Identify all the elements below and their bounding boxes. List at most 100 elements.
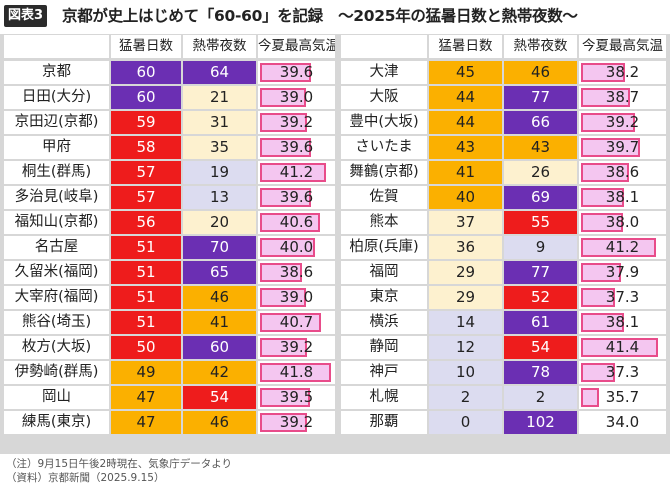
tropical-nights-value: 77 — [504, 86, 577, 109]
table-row: さいたま 43 43 39.7 — [341, 136, 666, 159]
max-temp-cell: 38.6 — [258, 261, 335, 284]
station-name: 横浜 — [341, 311, 427, 334]
station-name: 練馬(東京) — [4, 411, 109, 434]
tropical-nights-value: 46 — [504, 61, 577, 84]
hot-days-value: 44 — [429, 86, 502, 109]
max-temp-bar — [260, 313, 321, 332]
table-row: 名古屋 51 70 40.0 — [4, 236, 335, 259]
table-row: 京都 60 64 39.6 — [4, 61, 335, 84]
hot-days-value: 57 — [111, 186, 181, 209]
max-temp-bar — [260, 388, 310, 407]
header-blank — [341, 35, 427, 58]
max-temp-cell: 39.6 — [258, 136, 335, 159]
table-row: 京田辺(京都) 59 31 39.2 — [4, 111, 335, 134]
max-temp-bar — [260, 263, 302, 282]
table-row: 横浜 14 61 38.1 — [341, 311, 666, 334]
table-row: 神戸 10 78 37.3 — [341, 361, 666, 384]
max-temp-cell: 38.0 — [579, 211, 666, 234]
max-temp-value: 37.9 — [605, 263, 640, 281]
tropical-nights-value: 77 — [504, 261, 577, 284]
max-temp-cell: 39.6 — [258, 61, 335, 84]
hot-days-value: 0 — [429, 411, 502, 434]
table-row: 静岡 12 54 41.4 — [341, 336, 666, 359]
max-temp-value: 39.2 — [605, 113, 640, 131]
max-temp-value: 38.6 — [605, 163, 640, 181]
hot-days-value: 41 — [429, 161, 502, 184]
tropical-nights-value: 21 — [183, 86, 256, 109]
max-temp-bar — [260, 338, 307, 357]
max-temp-cell: 35.7 — [579, 386, 666, 409]
max-temp-value: 39.2 — [279, 413, 314, 431]
tropical-nights-value: 46 — [183, 411, 256, 434]
hot-days-value: 45 — [429, 61, 502, 84]
hot-days-value: 12 — [429, 336, 502, 359]
tropical-nights-value: 35 — [183, 136, 256, 159]
table-row: 伊勢崎(群馬) 49 42 41.8 — [4, 361, 335, 384]
max-temp-value: 39.7 — [605, 138, 640, 156]
figure-badge: 図表3 — [4, 5, 48, 27]
max-temp-cell: 41.2 — [258, 161, 335, 184]
header-row: 猛暑日数 熱帯夜数 今夏最高気温 — [4, 35, 335, 58]
max-temp-cell: 39.2 — [258, 336, 335, 359]
station-name: 多治見(岐阜) — [4, 186, 109, 209]
max-temp-value: 40.7 — [279, 313, 314, 331]
max-temp-bar — [581, 388, 599, 407]
tropical-nights-value: 78 — [504, 361, 577, 384]
table-row: 舞鶴(京都) 41 26 38.6 — [341, 161, 666, 184]
max-temp-cell: 39.2 — [258, 111, 335, 134]
tropical-nights-value: 46 — [183, 286, 256, 309]
max-temp-bar — [260, 163, 326, 182]
tropical-nights-value: 60 — [183, 336, 256, 359]
station-name: 岡山 — [4, 386, 109, 409]
tropical-nights-value: 42 — [183, 361, 256, 384]
table-row: 大阪 44 77 38.7 — [341, 86, 666, 109]
max-temp-bar — [581, 313, 624, 332]
max-temp-cell: 40.6 — [258, 211, 335, 234]
station-name: 名古屋 — [4, 236, 109, 259]
max-temp-cell: 39.6 — [258, 186, 335, 209]
station-name: 京田辺(京都) — [4, 111, 109, 134]
tropical-nights-value: 9 — [504, 236, 577, 259]
hot-days-value: 51 — [111, 286, 181, 309]
station-name: 熊本 — [341, 211, 427, 234]
hot-days-value: 51 — [111, 311, 181, 334]
station-name: さいたま — [341, 136, 427, 159]
max-temp-value: 40.6 — [279, 213, 314, 231]
max-temp-cell: 37.3 — [579, 286, 666, 309]
tropical-nights-value: 19 — [183, 161, 256, 184]
hot-days-value: 51 — [111, 261, 181, 284]
max-temp-value: 39.5 — [279, 388, 314, 406]
hot-days-value: 10 — [429, 361, 502, 384]
max-temp-value: 37.3 — [605, 363, 640, 381]
hot-days-value: 44 — [429, 111, 502, 134]
max-temp-cell: 40.0 — [258, 236, 335, 259]
table-panel-right: 猛暑日数 熱帯夜数 今夏最高気温 大津 45 46 38.2 大阪 44 77 38.7 豊中(… — [341, 34, 666, 454]
max-temp-value: 41.2 — [605, 238, 640, 256]
table-row: 佐賀 40 69 38.1 — [341, 186, 666, 209]
hot-days-value: 47 — [111, 386, 181, 409]
table-row: 岡山 47 54 39.5 — [4, 386, 335, 409]
max-temp-value: 39.6 — [279, 188, 314, 206]
max-temp-value: 39.2 — [279, 113, 314, 131]
max-temp-cell: 38.1 — [579, 311, 666, 334]
station-name: 札幌 — [341, 386, 427, 409]
station-name: 枚方(大坂) — [4, 336, 109, 359]
max-temp-cell: 41.4 — [579, 336, 666, 359]
hot-days-value: 47 — [111, 411, 181, 434]
max-temp-cell: 37.9 — [579, 261, 666, 284]
table-row: 福知山(京都) 56 20 40.6 — [4, 211, 335, 234]
table-row: 甲府 58 35 39.6 — [4, 136, 335, 159]
max-temp-bar — [260, 413, 307, 432]
table-row: 練馬(東京) 47 46 39.2 — [4, 411, 335, 434]
table-row: 久留米(福岡) 51 65 38.6 — [4, 261, 335, 284]
tropical-nights-value: 69 — [504, 186, 577, 209]
max-temp-bar — [581, 188, 624, 207]
header-hot-days: 猛暑日数 — [111, 35, 181, 58]
hot-days-value: 43 — [429, 136, 502, 159]
tropical-nights-value: 13 — [183, 186, 256, 209]
max-temp-cell: 39.5 — [258, 386, 335, 409]
hot-days-value: 36 — [429, 236, 502, 259]
max-temp-cell: 39.7 — [579, 136, 666, 159]
max-temp-cell: 38.6 — [579, 161, 666, 184]
tropical-nights-value: 31 — [183, 111, 256, 134]
